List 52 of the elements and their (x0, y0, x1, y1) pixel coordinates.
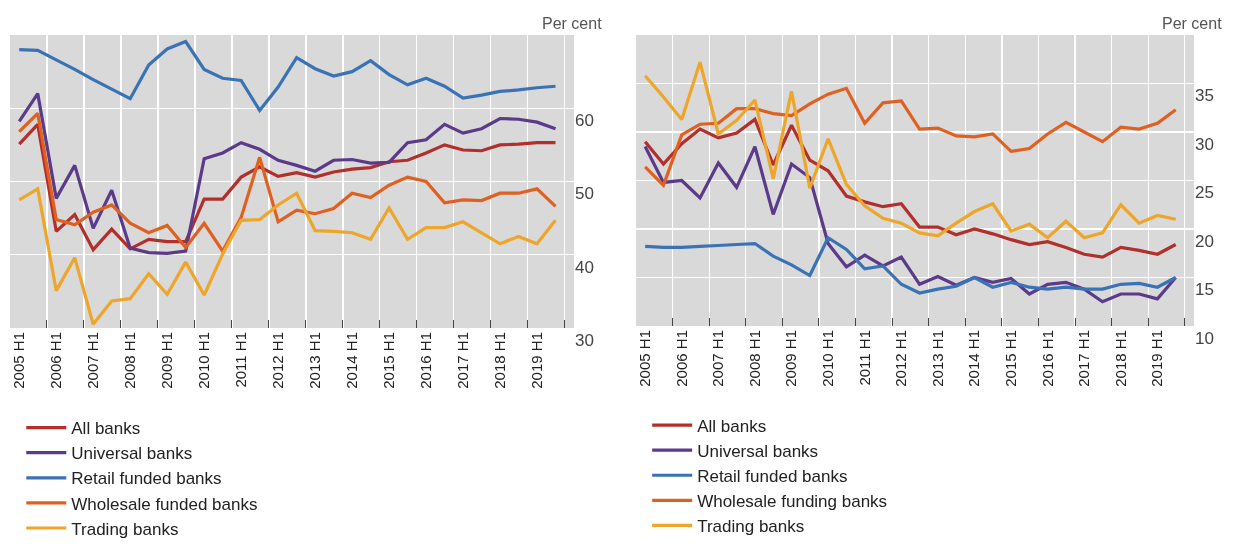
legend-label: Universal banks (697, 441, 819, 461)
x-tick-label: 2016 H1 (1038, 330, 1056, 387)
y-axis-title: Per cent (1162, 15, 1223, 32)
y-tick-label: 40 (575, 257, 594, 277)
y-tick-label: 30 (575, 330, 594, 350)
x-tick-label: 2007 H1 (709, 330, 727, 387)
y-tick-label: 15 (1195, 280, 1214, 300)
y-tick-label: 30 (1195, 134, 1214, 154)
x-tick-label: 2010 H1 (818, 330, 836, 387)
x-tick-label: 2015 H1 (379, 332, 397, 389)
x-tick-label: 2013 H1 (305, 332, 323, 389)
legend-label: Retail funded banks (71, 469, 222, 489)
y-tick-label: 35 (1195, 86, 1214, 106)
x-tick-label: 2006 H1 (47, 332, 65, 389)
x-tick-label: 2008 H1 (745, 330, 763, 387)
legend-label: All banks (697, 416, 767, 436)
x-tick-label: 2008 H1 (121, 332, 139, 389)
x-tick-label: 2006 H1 (672, 330, 690, 387)
x-tick-label: 2019 H1 (1148, 330, 1166, 387)
x-tick-label: 2009 H1 (158, 332, 176, 389)
x-tick-label: 2010 H1 (195, 332, 213, 389)
legend-label: Wholesale funded banks (71, 494, 258, 514)
x-tick-label: 2011 H1 (855, 330, 873, 386)
legend-label: Trading banks (71, 519, 179, 539)
x-tick-label: 2005 H1 (636, 330, 654, 387)
y-tick-label: 25 (1195, 183, 1214, 203)
x-tick-label: 2015 H1 (1001, 330, 1019, 387)
x-tick-label: 2011 H1 (232, 332, 250, 388)
x-tick-label: 2014 H1 (965, 330, 983, 387)
x-tick-label: 2005 H1 (10, 332, 28, 389)
legend-label: Wholesale funding banks (697, 491, 888, 511)
legend-label: Retail funded banks (697, 466, 848, 486)
x-tick-label: 2013 H1 (928, 330, 946, 387)
y-tick-label: 50 (575, 184, 594, 204)
y-tick-label: 60 (575, 111, 594, 131)
legend-label: Trading banks (697, 517, 805, 537)
x-tick-label: 2014 H1 (342, 332, 360, 389)
x-tick-label: 2019 H1 (527, 332, 545, 389)
x-tick-label: 2007 H1 (84, 332, 102, 389)
x-tick-label: 2012 H1 (269, 332, 287, 389)
y-tick-label: 10 (1195, 328, 1214, 348)
x-tick-label: 2018 H1 (490, 332, 508, 389)
y-axis-title: Per cent (542, 15, 603, 32)
y-tick-label: 20 (1195, 231, 1214, 251)
x-tick-label: 2016 H1 (416, 332, 434, 389)
x-tick-label: 2018 H1 (1111, 330, 1129, 387)
legend-label: Universal banks (71, 444, 193, 464)
x-tick-label: 2009 H1 (782, 330, 800, 387)
x-tick-label: 2017 H1 (453, 332, 471, 389)
x-tick-label: 2012 H1 (892, 330, 910, 387)
legend-label: All banks (71, 419, 141, 439)
x-tick-label: 2017 H1 (1075, 330, 1093, 387)
